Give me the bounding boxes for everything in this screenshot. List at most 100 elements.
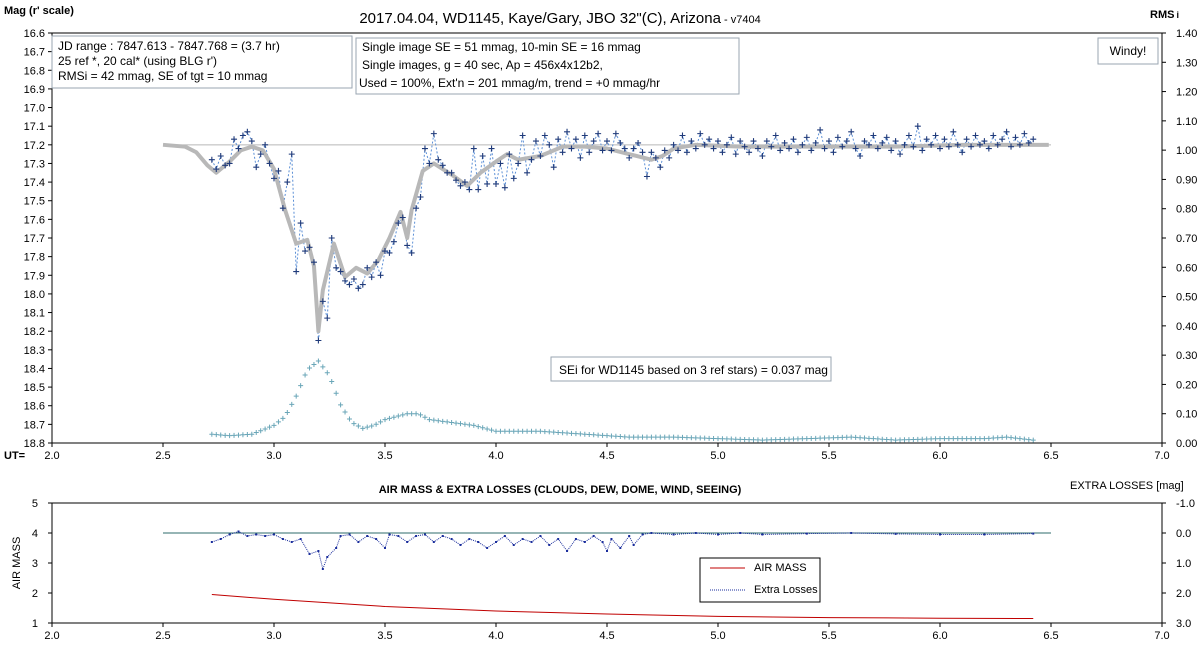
y-left-tick-label: 17.5 (24, 196, 45, 208)
rms-point (964, 436, 970, 442)
mag-point (253, 164, 260, 171)
svg-text:25 ref *, 20 cal* (using BLG r: 25 ref *, 20 cal* (using BLG r') (58, 54, 217, 68)
mag-point (426, 160, 433, 167)
rms-point (422, 414, 428, 420)
rms-point (950, 436, 956, 442)
loss-point (388, 533, 391, 536)
rms-point (493, 428, 499, 434)
y-left-tick-label: 17.8 (24, 252, 45, 264)
loss-point (592, 535, 595, 537)
bottom-x-tick-label: 2.5 (155, 630, 170, 642)
mag-point (342, 277, 349, 284)
loss-point (357, 541, 360, 543)
rms-point (813, 435, 819, 441)
mag-point (604, 138, 610, 145)
mag-point (213, 166, 220, 173)
loss-point (308, 553, 311, 555)
mag-point (715, 138, 721, 145)
mag-point (564, 128, 571, 135)
bottom-y-left-tick-label: 2 (32, 588, 38, 600)
rms-point (999, 434, 1005, 440)
mag-point (666, 154, 673, 161)
mag-point (950, 128, 957, 135)
loss-point (450, 538, 453, 540)
mag-point (386, 249, 393, 256)
mag-point (537, 153, 544, 159)
mag-point (324, 315, 331, 322)
windy-box: Windy! (1097, 37, 1159, 65)
y-right-tick-label: 1.10 (1176, 116, 1197, 128)
rms-point (804, 436, 810, 442)
mag-point (581, 132, 588, 139)
mag-point (621, 145, 628, 152)
loss-point (210, 541, 213, 543)
rms-point (808, 435, 814, 441)
loss-point (983, 533, 986, 536)
loss-point (632, 544, 635, 546)
bottom-x-tick-label: 5.5 (821, 630, 836, 642)
mag-point (559, 149, 566, 156)
mag-point (905, 132, 912, 139)
bottom-left-axis-label: AIR MASS (11, 537, 23, 590)
mag-point (555, 136, 562, 143)
mag-point (479, 153, 486, 159)
rms-point (449, 420, 455, 425)
rms-point (977, 436, 983, 442)
y-left-tick-label: 17.3 (24, 158, 45, 170)
mag-point (488, 145, 495, 152)
rms-point (231, 432, 237, 438)
loss-point (468, 538, 471, 540)
mag-point (266, 160, 273, 167)
bottom-y-right-tick-label: 2.0 (1176, 588, 1191, 600)
loss-point (317, 550, 320, 552)
y-left-tick-label: 18.2 (24, 326, 45, 338)
y-axis-right-label: RMS i (1150, 9, 1179, 21)
mag-point (1016, 141, 1023, 148)
rms-point (382, 417, 388, 423)
mag-point (910, 143, 917, 150)
rms-point (737, 436, 743, 442)
rms-point (684, 435, 690, 441)
mag-point (271, 175, 277, 182)
rms-point (360, 425, 366, 431)
bottom-chart-title: AIR MASS & EXTRA LOSSES (CLOUDS, DEW, DO… (379, 484, 742, 496)
airmass-panel: 2.0 2.5 3.0 3.5 4.0 4.5 5.0 5.5 6.0 6.5 7.0 54321 … (11, 480, 1195, 642)
rms-point (879, 436, 885, 442)
x-tick-label: 2.5 (155, 450, 170, 462)
mag-point (231, 136, 238, 143)
y-right-tick-label: 0.90 (1176, 174, 1197, 186)
mag-point (794, 149, 801, 156)
mag-point (826, 138, 832, 145)
y-right-tick-label: 1.00 (1176, 145, 1197, 157)
mag-point (475, 186, 482, 193)
mag-point (746, 149, 753, 156)
sei-note-box: SEi for WD1145 based on 3 ref stars) = 0… (550, 356, 832, 382)
rms-point (937, 436, 943, 442)
mag-point (532, 138, 539, 145)
rms-point (1017, 436, 1023, 442)
rms-point (946, 436, 952, 442)
mag-point (928, 141, 935, 148)
rms-point (524, 428, 530, 434)
mag-point (701, 141, 708, 148)
y-right-tick-label: 1.40 (1176, 28, 1197, 40)
mag-point (226, 160, 233, 167)
rms-point (866, 435, 872, 441)
mag-point (692, 145, 699, 152)
y-left-tick-label: 18.3 (24, 345, 45, 357)
rms-point (893, 437, 899, 443)
rms-point (662, 434, 668, 440)
rms-point (919, 436, 925, 442)
rms-point (835, 435, 841, 441)
y-left-tick-label: 16.8 (24, 65, 45, 77)
mag-point (382, 248, 388, 255)
loss-point (477, 541, 480, 543)
mag-point (994, 141, 1001, 148)
rms-point (973, 436, 979, 442)
light-curve-panel: 2.0 2.5 3.0 3.5 4.0 4.5 5.0 5.5 6.0 6.5 7.0 16.6 16… (4, 5, 1197, 462)
rms-point (604, 433, 610, 439)
bottom-y-right-tick-label: 0.0 (1176, 528, 1191, 540)
mag-point (892, 138, 899, 145)
mag-point (302, 248, 309, 255)
mag-point (679, 132, 686, 139)
